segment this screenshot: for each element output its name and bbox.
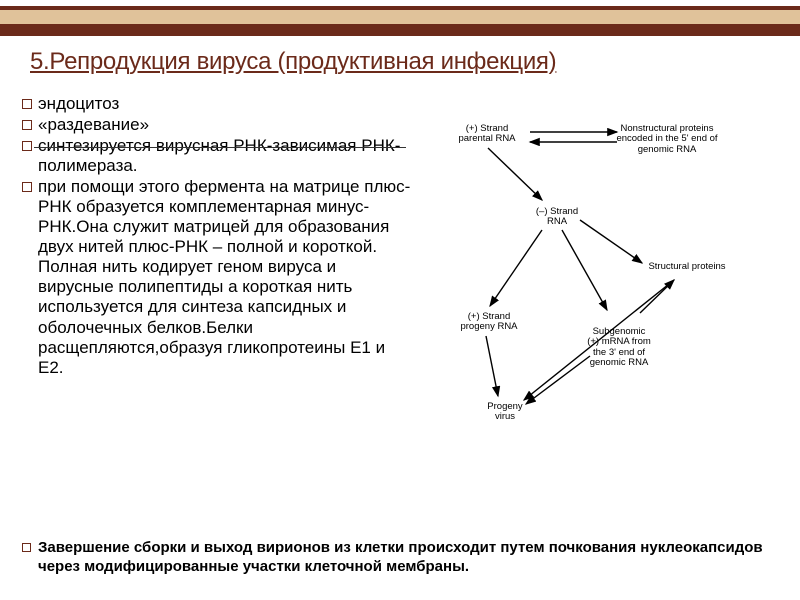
list-item: эндоцитоз: [22, 94, 412, 114]
diagram-node-nonstruct: Nonstructural proteinsencoded in the 5' …: [612, 124, 722, 155]
diagram-arrows: [422, 108, 780, 448]
diagram-edge: [486, 336, 498, 396]
decor-bar-brown-bottom: [0, 24, 800, 36]
diagram-node-progeny_virus: Progenyvirus: [450, 402, 560, 423]
diagram-node-struct: Structural proteins: [632, 262, 742, 272]
bullet-list: эндоцитоз «раздевание» синтезируется вир…: [22, 94, 412, 378]
diagram-node-minus: (–) StrandRNA: [502, 207, 612, 228]
list-item: «раздевание»: [22, 115, 412, 135]
diagram-node-plus_parental: (+) Strandparental RNA: [432, 124, 542, 145]
slide-title: 5.Репродукция вируса (продуктивная инфек…: [30, 48, 556, 76]
diagram-node-subgenomic: Subgenomic(+) mRNA fromthe 3' end ofgeno…: [564, 327, 674, 369]
diagram-node-plus_progeny: (+) Strandprogeny RNA: [434, 312, 544, 333]
rna-replication-diagram: (+) Strandparental RNA Nonstructural prot…: [422, 108, 780, 448]
diagram-edge: [490, 230, 542, 306]
footnote-text: Завершение сборки и выход вирионов из кл…: [22, 539, 770, 576]
diagram-edge: [488, 148, 542, 200]
underline-divider: [34, 147, 406, 148]
list-item: при помощи этого фермента на матрице плю…: [22, 177, 412, 377]
footnote-block: Завершение сборки и выход вирионов из кл…: [22, 539, 770, 576]
list-item: синтезируется вирусная РНК-зависимая РНК…: [22, 136, 412, 176]
decor-bar-tan: [0, 10, 800, 24]
diagram-edge: [562, 230, 607, 310]
